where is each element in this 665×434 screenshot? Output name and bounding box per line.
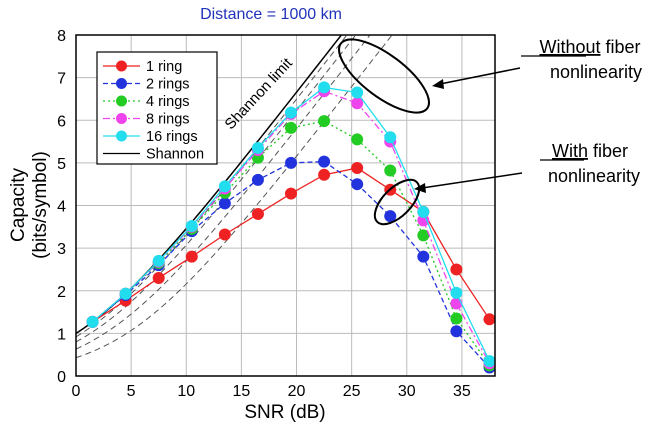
chart-title: Distance = 1000 km (200, 6, 342, 23)
data-point (351, 161, 364, 174)
annotation-with-line1: With fiber (552, 141, 628, 161)
data-point (384, 210, 397, 223)
data-point (185, 219, 198, 232)
data-point (218, 197, 231, 210)
data-point (119, 287, 132, 300)
data-point (351, 86, 364, 99)
data-point (450, 297, 463, 310)
ring-limit-curve (76, 35, 357, 343)
y-tick-label: 0 (57, 369, 66, 386)
data-point (417, 250, 430, 263)
shannon-limit-label: Shannon limit (221, 54, 296, 133)
data-point (152, 254, 165, 267)
data-point (86, 315, 99, 328)
data-point (185, 250, 198, 263)
annotation-with-ellipse (373, 178, 421, 226)
annotation-without-line2: nonlinearity (550, 62, 642, 82)
annotation-without-ellipse (338, 38, 430, 114)
legend-marker (116, 60, 127, 72)
annotation-without-nonlinearity: Without fiber nonlinearity (338, 37, 642, 114)
data-point (285, 187, 298, 200)
data-point (318, 155, 331, 168)
legend-label: Shannon (146, 147, 204, 163)
annotation-without-line1: Without fiber (539, 37, 640, 57)
x-tick-label: 35 (453, 383, 471, 400)
data-point (152, 271, 165, 284)
x-tick-label: 0 (72, 383, 81, 400)
data-point (251, 208, 264, 221)
legend-label: 1 ring (146, 59, 182, 75)
data-point (450, 325, 463, 338)
data-point (318, 81, 331, 94)
data-point (417, 214, 430, 227)
annotation-without-arrowhead (432, 79, 444, 89)
legend-marker (116, 78, 127, 89)
ring-limit-curve (76, 35, 371, 350)
x-tick-label: 20 (288, 383, 306, 400)
data-point (483, 355, 496, 368)
legend-label: 4 rings (146, 94, 190, 110)
annotation-with-arrow (421, 172, 523, 189)
y-tick-label: 8 (57, 28, 66, 45)
x-tick-label: 15 (232, 383, 250, 400)
annotation-with-rest: fiber (588, 141, 628, 161)
plot-frame (75, 34, 496, 377)
data-point (384, 164, 397, 177)
legend-marker (116, 130, 127, 142)
data-point (285, 106, 298, 119)
annotation-without-arrow (439, 67, 521, 85)
x-tick-label: 5 (127, 383, 136, 400)
data-point (351, 178, 364, 191)
x-tick-label: 30 (398, 383, 416, 400)
data-point (218, 228, 231, 241)
ring-limit-curve (76, 35, 393, 359)
series-16-rings (86, 81, 496, 368)
data-point (483, 313, 496, 326)
y-tick-label: 7 (57, 71, 66, 88)
annotation-without-rest: fiber (601, 37, 641, 57)
legend-marker (116, 95, 127, 107)
ring-limit-curve (76, 35, 348, 338)
y-tick-label: 1 (57, 326, 66, 343)
y-tick-label: 5 (57, 156, 66, 173)
data-series (86, 81, 496, 374)
annotation-with-nonlinearity: With fiber nonlinearity (373, 141, 640, 226)
legend-box (96, 51, 218, 165)
data-point (251, 141, 264, 154)
data-point (450, 263, 463, 276)
y-tick-label: 4 (57, 199, 66, 216)
data-point (285, 156, 298, 169)
x-tick-label: 10 (177, 383, 195, 400)
x-axis-title: SNR (dB) (244, 402, 325, 423)
data-point (351, 97, 364, 110)
y-tick-label: 2 (57, 284, 66, 301)
data-point (417, 205, 430, 218)
data-point (351, 133, 364, 146)
data-point (450, 312, 463, 325)
axis-ticks: 0 5 10 15 20 25 30 35 0 1 2 3 4 5 6 7 8 (57, 28, 471, 400)
x-tick-label: 25 (343, 383, 361, 400)
annotation-without-underlined: Without (539, 37, 600, 57)
y-tick-label: 6 (57, 113, 66, 130)
y-tick-label: 3 (57, 241, 66, 258)
legend-label: 8 rings (146, 112, 190, 128)
legend-marker (116, 113, 127, 124)
legend-label: 16 rings (146, 129, 198, 145)
data-point (417, 229, 430, 242)
data-point (318, 168, 331, 181)
data-point (251, 173, 264, 186)
annotation-with-underlined: With (552, 141, 588, 161)
y-axis-title-line1: Capacity (8, 168, 29, 242)
data-point (218, 180, 231, 193)
data-point (384, 131, 397, 144)
y-axis-title-line2: (bits/symbol) (30, 151, 51, 259)
data-point (450, 286, 463, 299)
annotation-with-arrowhead (414, 183, 426, 193)
data-point (285, 121, 298, 134)
annotation-with-line2: nonlinearity (548, 166, 640, 186)
data-point (318, 115, 331, 128)
legend-label: 2 rings (146, 77, 190, 93)
